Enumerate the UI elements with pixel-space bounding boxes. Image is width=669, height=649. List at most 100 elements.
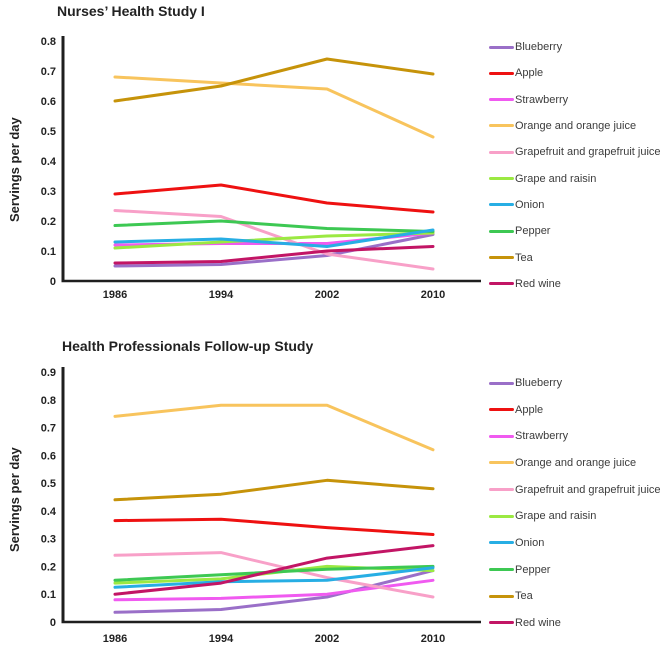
series-line-apple (113, 183, 435, 214)
legend-label: Red wine (515, 277, 561, 290)
x-tick-label: 2010 (421, 633, 445, 645)
legend-item-orange-and-orange-juice: Orange and orange juice (489, 456, 667, 470)
legend-item-apple: Apple (489, 66, 667, 80)
legend-swatch-grape-and-raisin (489, 177, 514, 181)
legend-item-red-wine: Red wine (489, 616, 667, 630)
x-tick-label: 2002 (315, 289, 339, 301)
legend-item-red-wine: Red wine (489, 277, 667, 291)
y-tick-label: 0.2 (41, 561, 56, 573)
legend-swatch-apple (489, 408, 514, 412)
legend-label: Strawberry (515, 93, 569, 106)
legend-item-onion: Onion (489, 536, 667, 550)
y-tick-label: 0.7 (41, 423, 56, 435)
legend-label: Blueberry (515, 41, 563, 53)
series-line-onion (113, 228, 435, 248)
legend-label: Orange and orange juice (515, 119, 637, 132)
legend-swatch-tea (489, 594, 514, 598)
legend-label: Tea (515, 251, 533, 264)
y-tick-label: 0 (50, 276, 56, 288)
legend-swatch-apple (489, 71, 514, 75)
legend-item-blueberry: Blueberry (489, 376, 667, 390)
legend-swatch-blueberry (489, 381, 514, 385)
y-tick-label: 0.6 (41, 96, 56, 108)
series-line-red-wine (113, 544, 435, 596)
legend-item-onion: Onion (489, 198, 667, 212)
y-tick-label: 0.1 (41, 589, 56, 601)
legend-item-blueberry: Blueberry (489, 40, 667, 54)
y-tick-label: 0.8 (41, 36, 56, 48)
legend-label: Red wine (515, 616, 561, 629)
legend-item-grapefruit-and-grapefruit-juice: Grapefruit and grapefruit juice (489, 483, 667, 497)
y-tick-label: 0.1 (41, 246, 56, 258)
x-tick-label: 2010 (421, 289, 445, 301)
series-line-orange-and-orange-juice (113, 403, 435, 452)
legend-item-grapefruit-and-grapefruit-juice: Grapefruit and grapefruit juice (489, 145, 667, 159)
legend-swatch-blueberry (489, 45, 514, 49)
legend-label: Grapefruit and grapefruit juice (515, 146, 661, 159)
legend-nurses-health-study: Blueberry Apple Strawberry Orange and orang… (489, 40, 667, 291)
legend-label: Strawberry (515, 430, 569, 443)
legend-swatch-red-wine (489, 621, 514, 625)
y-tick-label: 0.4 (41, 506, 57, 518)
legend-label: Grape and raisin (515, 172, 597, 185)
y-tick-label: 0.9 (41, 367, 56, 379)
legend-label: Grapefruit and grapefruit juice (515, 483, 661, 496)
series-line-tea (113, 57, 435, 103)
x-tick-label: 1994 (209, 289, 234, 301)
legend-label: Apple (515, 403, 544, 416)
series-line-grapefruit-and-grapefruit-juice (113, 551, 435, 599)
series-line-blueberry (113, 569, 435, 614)
series-line-apple (113, 517, 435, 536)
legend-health-professionals: Blueberry Apple Strawberry Orange and orang… (489, 376, 667, 630)
legend-swatch-grapefruit-and-grapefruit-juice (489, 150, 514, 154)
legend-label: Grape and raisin (515, 510, 597, 523)
x-tick-label: 1986 (103, 633, 127, 645)
legend-swatch-grape-and-raisin (489, 514, 514, 518)
legend-item-pepper: Pepper (489, 563, 667, 577)
legend-label: Onion (515, 536, 545, 549)
legend-label: Pepper (515, 225, 551, 238)
chart-plot-health-professionals: 0 0.1 0.2 0.3 0.4 0.5 0.6 0.7 0.8 0.9 1986 1994 2002… (41, 367, 481, 645)
legend-swatch-onion (489, 541, 514, 545)
legend-label: Pepper (515, 563, 551, 576)
legend-swatch-onion (489, 203, 514, 207)
chart-plot-nurses-health-study: 0 0.1 0.2 0.3 0.4 0.5 0.6 0.7 0.8 1986 1994 2002 201… (41, 36, 481, 301)
legend-swatch-strawberry (489, 98, 514, 102)
legend-swatch-pepper (489, 568, 514, 572)
legend-item-pepper: Pepper (489, 224, 667, 238)
x-tick-label: 1986 (103, 289, 127, 301)
chart-title-health-professionals: Health Professionals Follow-up Study (62, 338, 314, 354)
series-line-tea (113, 478, 435, 502)
legend-swatch-orange-and-orange-juice (489, 124, 514, 128)
y-tick-label: 0.5 (41, 478, 56, 490)
y-tick-label: 0.3 (41, 186, 56, 198)
chart-title-nurses-health-study: Nurses’ Health Study I (57, 3, 205, 19)
series-line-red-wine (113, 245, 435, 265)
x-tick-label: 2002 (315, 633, 339, 645)
series-line-grape-and-raisin (113, 231, 435, 250)
legend-label: Apple (515, 67, 544, 80)
legend-swatch-grapefruit-and-grapefruit-juice (489, 488, 514, 492)
y-tick-label: 0.6 (41, 450, 56, 462)
x-tick-label: 1994 (209, 633, 234, 645)
y-tick-label: 0.7 (41, 66, 56, 78)
legend-swatch-strawberry (489, 434, 514, 438)
legend-label: Onion (515, 198, 545, 211)
series-line-grapefruit-and-grapefruit-juice (113, 209, 435, 271)
legend-item-tea: Tea (489, 251, 667, 265)
series-line-pepper (113, 219, 435, 233)
y-tick-label: 0.5 (41, 126, 56, 138)
series-line-blueberry (113, 233, 435, 268)
legend-swatch-tea (489, 256, 514, 260)
y-tick-label: 0.8 (41, 395, 56, 407)
y-tick-label: 0.2 (41, 216, 56, 228)
legend-item-strawberry: Strawberry (489, 93, 667, 107)
series-line-orange-and-orange-juice (113, 75, 435, 139)
legend-label: Blueberry (515, 377, 563, 389)
y-tick-label: 0 (50, 617, 56, 629)
legend-label: Tea (515, 590, 533, 603)
legend-swatch-orange-and-orange-juice (489, 461, 514, 465)
legend-label: Orange and orange juice (515, 456, 637, 469)
legend-item-grape-and-raisin: Grape and raisin (489, 172, 667, 186)
